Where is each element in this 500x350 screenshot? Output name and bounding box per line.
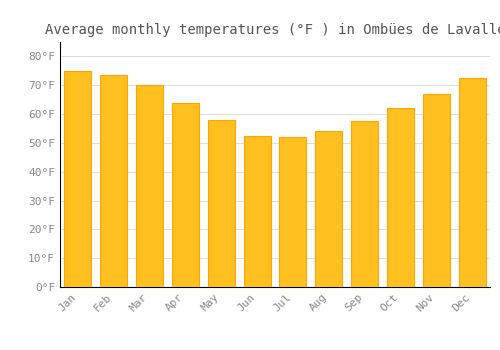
Bar: [136, 85, 163, 287]
Bar: [387, 108, 414, 287]
Bar: [280, 137, 306, 287]
Bar: [208, 120, 234, 287]
Title: Average monthly temperatures (°F ) in Ombües de Lavalle: Average monthly temperatures (°F ) in Om…: [44, 23, 500, 37]
Bar: [458, 78, 485, 287]
Bar: [172, 103, 199, 287]
Bar: [351, 121, 378, 287]
Bar: [244, 136, 270, 287]
Bar: [423, 94, 450, 287]
Bar: [100, 75, 127, 287]
Bar: [64, 71, 92, 287]
Bar: [316, 131, 342, 287]
